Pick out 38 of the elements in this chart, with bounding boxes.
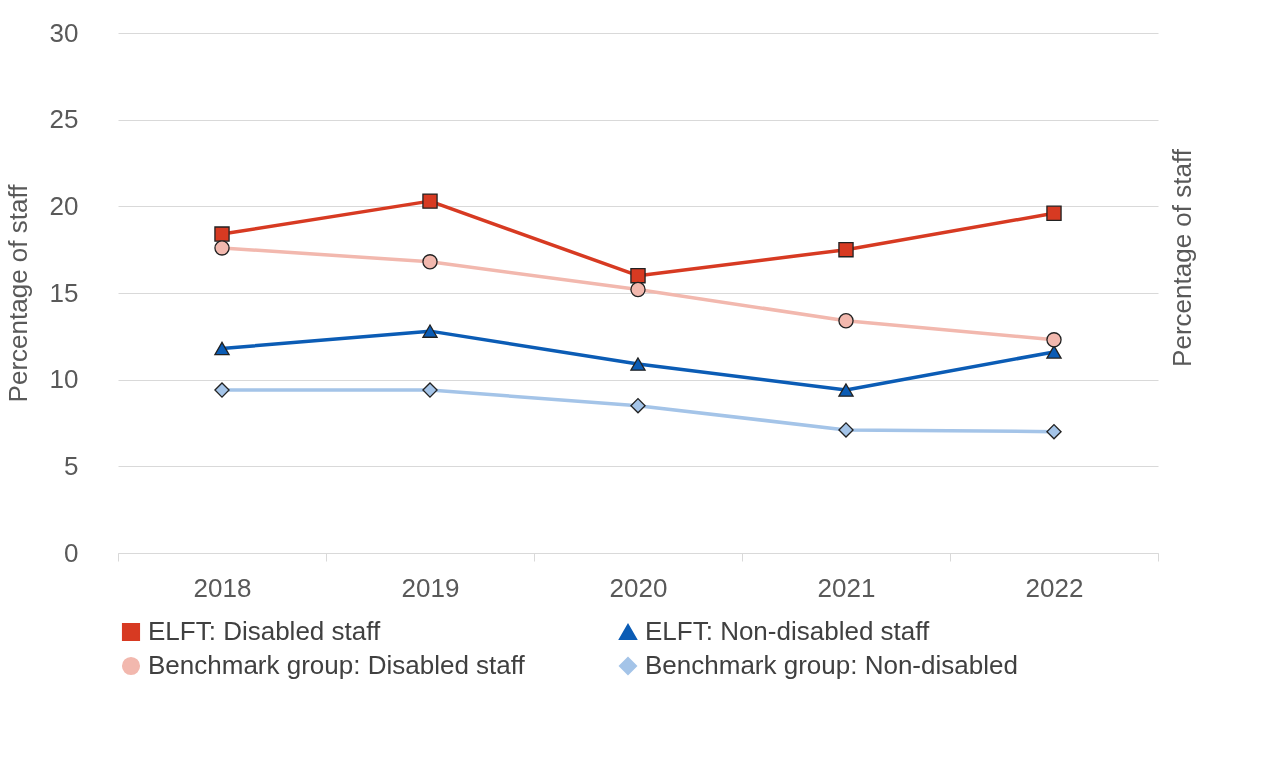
- point: [422, 193, 438, 209]
- y-tick-label: 30: [49, 17, 79, 48]
- x-tick-label: 2019: [401, 572, 460, 603]
- point: [1046, 332, 1062, 348]
- y-tick-label: 20: [49, 190, 79, 221]
- point: [838, 383, 854, 397]
- point: [1046, 345, 1062, 359]
- x-tick-label: 2022: [1025, 572, 1084, 603]
- legend-label: ELFT: Disabled staff: [148, 616, 381, 646]
- point: [838, 241, 854, 258]
- x-tick-label: 2021: [817, 572, 876, 603]
- legend-label: Benchmark group: Disabled staff: [148, 650, 526, 680]
- point: [630, 267, 646, 284]
- point: [214, 240, 230, 256]
- legend-label: ELFT: Non-disabled staff: [645, 616, 930, 646]
- point: [630, 281, 646, 298]
- y-axis-title: Percentage of staff: [2, 183, 33, 403]
- point: [1046, 205, 1062, 221]
- point: [838, 422, 854, 438]
- point: [422, 382, 438, 398]
- point: [630, 397, 646, 414]
- y2-axis-title: Percentage of staff: [1167, 148, 1197, 367]
- point: [422, 254, 438, 270]
- point: [838, 313, 854, 329]
- y-tick-label: 0: [64, 537, 79, 568]
- y-tick-label: 5: [64, 450, 79, 481]
- y-tick-label: 10: [49, 364, 79, 395]
- point: [1046, 423, 1062, 440]
- y-tick-label: 15: [49, 277, 79, 308]
- point: [214, 382, 230, 398]
- y-tick-label: 25: [49, 104, 79, 135]
- point: [214, 341, 230, 356]
- legend-label: Benchmark group: Non-disabled: [645, 650, 1018, 680]
- point: [422, 324, 438, 338]
- point: [214, 226, 230, 242]
- x-tick-label: 2020: [609, 572, 668, 603]
- point: [630, 357, 646, 371]
- x-tick-label: 2018: [193, 572, 252, 603]
